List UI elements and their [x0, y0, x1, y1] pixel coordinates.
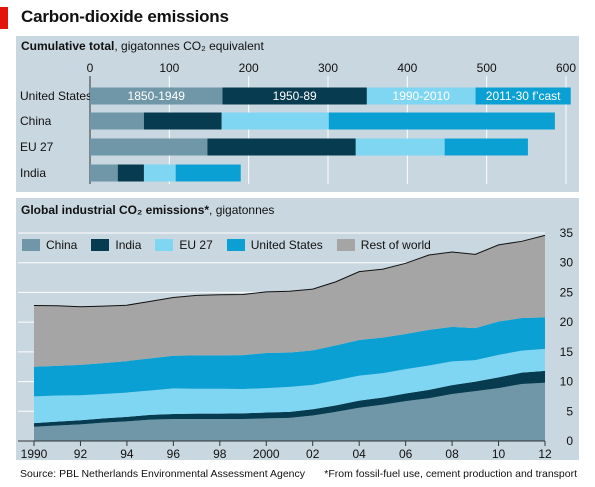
footnote: *From fossil-fuel use, cement production… — [324, 468, 577, 480]
legend-swatch — [226, 239, 245, 251]
bar-segment — [143, 164, 176, 182]
row-label: EU 27 — [20, 140, 54, 154]
row-label: India — [20, 166, 46, 180]
bar-segment-label: 2011-30 f’cast — [486, 89, 561, 103]
bar-segment-label: 1990-2010 — [393, 89, 451, 103]
y-tick-label: 5 — [566, 404, 573, 418]
bar-segment — [143, 112, 222, 130]
legend-item-india: India — [91, 238, 141, 252]
legend-item-china: China — [22, 238, 77, 252]
x-tick-label: 04 — [353, 447, 367, 461]
bar-segment — [355, 138, 445, 156]
bar-segment-label: 1950-89 — [273, 89, 317, 103]
x-tick-label: 2000 — [253, 447, 280, 461]
legend-item-united-states: United States — [226, 238, 323, 252]
x-tick-label: 1990 — [21, 447, 48, 461]
x-tick-label: 300 — [318, 61, 338, 75]
bar-segment — [221, 112, 329, 130]
x-tick-label: 96 — [167, 447, 181, 461]
bar-segment — [90, 87, 223, 105]
x-tick-label: 98 — [213, 447, 227, 461]
x-tick-label: 12 — [538, 447, 552, 461]
global-subtitle: Global industrial CO₂ emissions*, gigato… — [21, 203, 275, 217]
bar-segment — [90, 112, 144, 130]
total-outline — [33, 234, 546, 308]
legend-swatch — [336, 239, 355, 251]
x-tick-label: 400 — [397, 61, 417, 75]
bar-segment — [90, 138, 208, 156]
y-tick-label: 0 — [566, 434, 573, 448]
row-label: China — [20, 114, 52, 128]
y-tick-label: 25 — [560, 285, 574, 299]
cumulative-subtitle: Cumulative total, gigatonnes CO₂ equival… — [21, 39, 264, 53]
area-series — [34, 370, 545, 427]
page-title: Carbon-dioxide emissions — [21, 7, 229, 26]
x-tick-label: 06 — [399, 447, 413, 461]
x-tick-label: 0 — [87, 61, 94, 75]
x-tick-label: 100 — [159, 61, 179, 75]
x-tick-label: 10 — [492, 447, 506, 461]
bar-segment-label: 1850-1949 — [128, 89, 186, 103]
x-tick-label: 94 — [120, 447, 134, 461]
bar-segment — [207, 138, 356, 156]
area-series — [34, 235, 545, 367]
x-tick-label: 600 — [556, 61, 576, 75]
x-tick-label: 500 — [477, 61, 497, 75]
legend-swatch — [91, 239, 110, 251]
row-label: United States — [20, 89, 92, 103]
y-tick-label: 35 — [560, 226, 574, 240]
legend-swatch — [155, 239, 174, 251]
legend-item-rest-of-world: Rest of world — [336, 238, 431, 252]
area-series — [34, 317, 545, 397]
bar-segment — [475, 87, 571, 105]
area-series — [34, 348, 545, 424]
bar-segment — [90, 164, 118, 182]
bar-segment — [175, 164, 241, 182]
legend-item-eu27: EU 27 — [155, 238, 213, 252]
x-tick-label: 92 — [74, 447, 88, 461]
y-tick-label: 10 — [560, 375, 574, 389]
bar-segment — [328, 112, 555, 130]
legend-swatch — [22, 239, 40, 251]
y-tick-label: 20 — [560, 315, 574, 329]
area-legend: China India EU 27 United States Rest of … — [22, 238, 445, 252]
bar-segment — [222, 87, 367, 105]
source-note: Source: PBL Netherlands Environmental As… — [20, 468, 306, 480]
x-tick-label: 08 — [445, 447, 459, 461]
bar-segment — [444, 138, 528, 156]
x-tick-label: 200 — [239, 61, 259, 75]
bar-segment — [117, 164, 144, 182]
x-tick-label: 02 — [306, 447, 320, 461]
brand-tab — [0, 7, 8, 29]
bar-segment — [366, 87, 476, 105]
y-tick-label: 15 — [560, 345, 574, 359]
y-tick-label: 30 — [560, 256, 574, 270]
area-series — [34, 382, 545, 441]
